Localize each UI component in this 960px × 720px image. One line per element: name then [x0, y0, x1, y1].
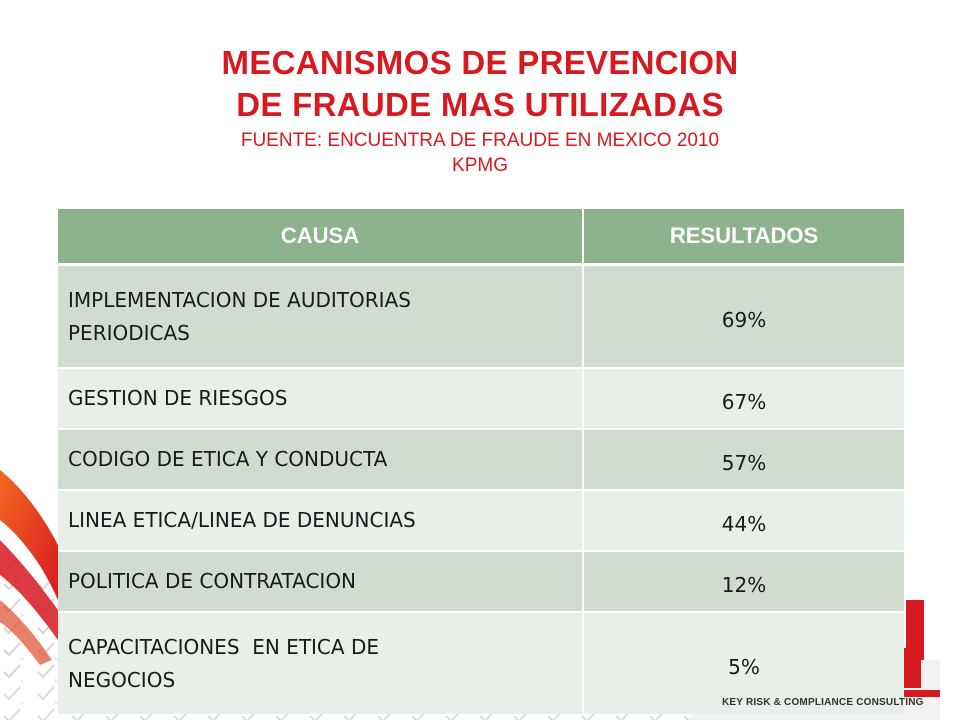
source-line-2: KPMG — [452, 155, 508, 176]
result-cell: 44% — [583, 489, 904, 551]
table-row: CODIGO DE ETICA Y CONDUCTA 57% — [58, 428, 904, 490]
cause-cell: LINEA ETICA/LINEA DE DENUNCIAS — [58, 489, 584, 551]
table-row: IMPLEMENTACION DE AUDITORIAS PERIODICAS … — [58, 263, 904, 368]
slide-title-line-1: MECANISMOS DE PREVENCION — [221, 44, 739, 81]
result-cell: 69% — [583, 263, 904, 368]
cause-cell: CODIGO DE ETICA Y CONDUCTA — [58, 428, 584, 490]
table-row: LINEA ETICA/LINEA DE DENUNCIAS 44% — [58, 489, 904, 551]
table-header-row: CAUSA RESULTADOS — [58, 209, 904, 266]
table-row: POLITICA DE CONTRATACION 12% — [58, 550, 904, 612]
cause-cell: IMPLEMENTACION DE AUDITORIAS PERIODICAS — [58, 263, 584, 368]
header-resultados: RESULTADOS — [583, 209, 904, 266]
slide-header: MECANISMOS DE PREVENCION DE FRAUDE MAS U… — [0, 42, 960, 178]
table-row: GESTION DE RIESGOS 67% — [58, 367, 904, 429]
cause-cell: POLITICA DE CONTRATACION — [58, 550, 584, 612]
result-cell: 5% — [583, 611, 904, 714]
header-causa: CAUSA — [58, 209, 584, 266]
cause-text-line-2: NEGOCIOS — [68, 667, 176, 692]
result-cell: 67% — [583, 367, 904, 429]
cause-text-line-1: CAPACITACIONES EN ETICA DE — [68, 634, 379, 659]
table-row: CAPACITACIONES EN ETICA DE NEGOCIOS 5% — [58, 611, 904, 714]
fraud-prevention-table: CAUSA RESULTADOS IMPLEMENTACION DE AUDIT… — [58, 209, 904, 714]
result-cell: 12% — [583, 550, 904, 612]
logo-tagline: KEY RISK & COMPLIANCE CONSULTING — [722, 697, 924, 708]
cause-text-line-1: IMPLEMENTACION DE AUDITORIAS — [68, 287, 411, 312]
cause-text-line-2: PERIODICAS — [68, 320, 190, 345]
red-swoosh-shape — [0, 470, 58, 600]
cause-cell: CAPACITACIONES EN ETICA DE NEGOCIOS — [58, 611, 584, 714]
source-line-1: FUENTE: ENCUENTRA DE FRAUDE EN MEXICO 20… — [240, 130, 720, 151]
result-cell: 57% — [583, 428, 904, 490]
registered-mark: ® — [908, 618, 917, 630]
cause-cell: GESTION DE RIESGOS — [58, 367, 584, 429]
slide-title-line-2: DE FRAUDE MAS UTILIZADAS — [236, 86, 724, 123]
